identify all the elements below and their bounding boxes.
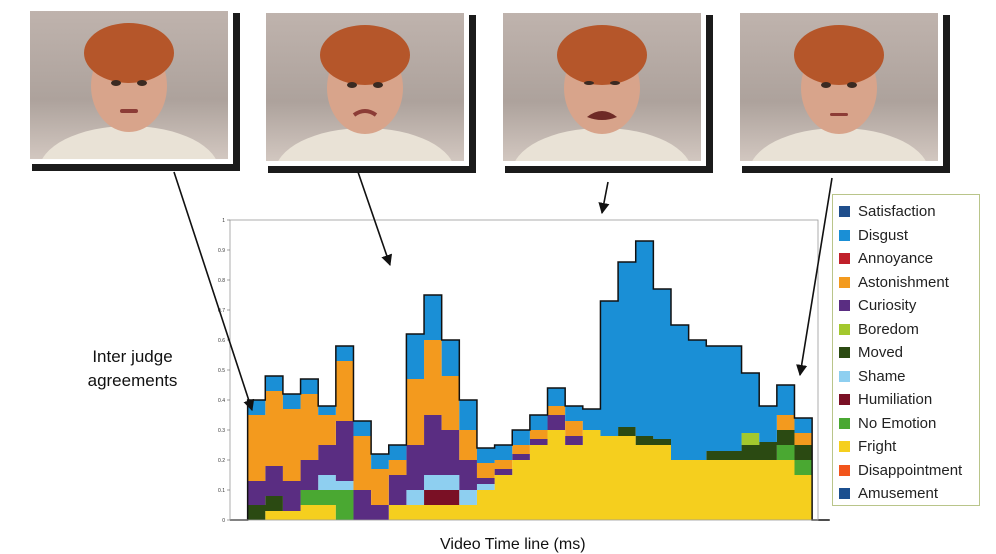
area-fright xyxy=(230,430,830,520)
face-photo-icon xyxy=(503,13,701,161)
side-label-line1: Inter judge xyxy=(92,347,173,366)
area-disgust xyxy=(230,241,830,520)
legend-swatch xyxy=(839,347,850,359)
legend-label: Curiosity xyxy=(858,297,917,315)
legend-item: Curiosity xyxy=(839,294,979,318)
legend-label: Humiliation xyxy=(858,391,933,409)
legend-swatch xyxy=(839,323,850,335)
face-photo-icon xyxy=(740,13,938,161)
pointer-arrow-2 xyxy=(357,171,393,267)
y-axis-side-label: Inter judge agreements xyxy=(60,345,205,393)
y-tick-label: 0.6 xyxy=(218,338,225,344)
legend-label: Disappointment xyxy=(858,461,963,479)
y-tick-label: 0.3 xyxy=(218,428,225,434)
legend-swatch xyxy=(839,464,850,476)
legend-swatch xyxy=(839,370,850,382)
face-photo-icon xyxy=(266,13,464,161)
legend-label: Moved xyxy=(858,344,904,362)
legend-item: Disgust xyxy=(839,224,979,248)
y-tick-label: 0.7 xyxy=(218,308,225,314)
video-frame-1 xyxy=(25,6,233,164)
y-tick-label: 0.9 xyxy=(218,248,225,254)
area-curiosity xyxy=(230,415,830,520)
legend-label: Annoyance xyxy=(858,250,934,268)
y-tick-label: 0.1 xyxy=(218,488,225,494)
legend-item: Satisfaction xyxy=(839,200,979,224)
legend-swatch xyxy=(839,206,850,218)
legend-item: Humiliation xyxy=(839,388,979,412)
video-frame-4 xyxy=(735,8,943,166)
legend-item: Amusement xyxy=(839,482,979,506)
legend-swatch xyxy=(839,417,850,429)
pointer-arrow-3 xyxy=(598,181,610,215)
legend-item: Moved xyxy=(839,341,979,365)
legend-item: Disappointment xyxy=(839,459,979,483)
y-tick-label: 0.5 xyxy=(218,368,225,374)
legend-item: Boredom xyxy=(839,318,979,342)
legend-item: Annoyance xyxy=(839,247,979,271)
legend-label: Shame xyxy=(858,367,906,385)
legend-label: Astonishment xyxy=(858,273,949,291)
legend-swatch xyxy=(839,253,850,265)
y-tick-label: 0 xyxy=(222,518,225,524)
legend-label: Satisfaction xyxy=(858,203,936,221)
legend-swatch xyxy=(839,488,850,500)
legend-item: Shame xyxy=(839,365,979,389)
x-axis-label: Video Time line (ms) xyxy=(440,536,586,553)
legend-label: Amusement xyxy=(858,485,939,503)
y-tick-label: 0.4 xyxy=(218,398,225,404)
legend-label: Disgust xyxy=(858,226,909,244)
pointer-arrow-1 xyxy=(173,171,255,412)
legend-item: No Emotion xyxy=(839,412,979,436)
legend-swatch xyxy=(839,276,850,288)
pointer-arrow-4 xyxy=(796,177,833,377)
legend-item: Astonishment xyxy=(839,271,979,295)
video-frame-3 xyxy=(498,8,706,166)
legend-label: Fright xyxy=(858,438,897,456)
y-tick-label: 0.8 xyxy=(218,278,225,284)
legend-item: Fright xyxy=(839,435,979,459)
legend-swatch xyxy=(839,229,850,241)
video-frame-2 xyxy=(261,8,469,166)
y-tick-label: 1 xyxy=(222,218,225,224)
legend-label: Boredom xyxy=(858,320,919,338)
y-tick-label: 0.2 xyxy=(218,458,225,464)
legend-swatch xyxy=(839,441,850,453)
face-photo-icon xyxy=(30,11,228,159)
legend-swatch xyxy=(839,300,850,312)
side-label-line2: agreements xyxy=(87,371,178,390)
legend-swatch xyxy=(839,394,850,406)
chart-legend: Satisfaction Disgust Annoyance Astonishment… xyxy=(832,194,980,506)
total-outline xyxy=(230,240,830,521)
legend-label: No Emotion xyxy=(858,414,937,432)
